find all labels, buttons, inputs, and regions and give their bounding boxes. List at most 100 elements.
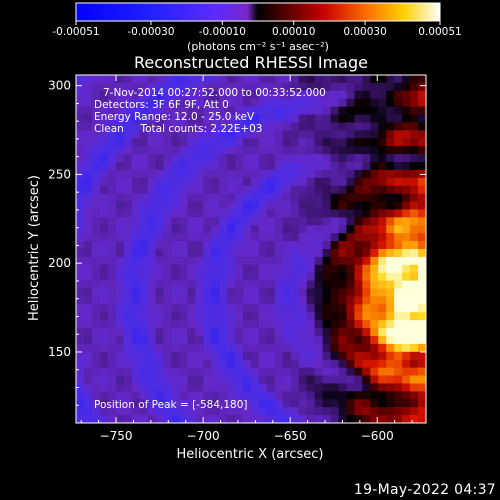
heatmap-cell <box>402 90 411 100</box>
heatmap-cell <box>155 264 164 274</box>
heatmap-cell <box>235 82 244 92</box>
heatmap-cell <box>274 122 284 131</box>
heatmap-cell <box>362 169 371 179</box>
heatmap-cell <box>235 138 244 147</box>
heatmap-cell <box>131 233 141 242</box>
heatmap-cell <box>418 280 426 289</box>
heatmap-cell <box>322 304 331 313</box>
heatmap-cell <box>258 201 268 210</box>
heatmap-cell <box>195 351 204 361</box>
heatmap-cell <box>211 407 220 416</box>
heatmap-cell <box>76 399 85 408</box>
heatmap-cell <box>76 320 85 329</box>
heatmap-cell <box>354 264 363 274</box>
heatmap-cell <box>211 320 220 329</box>
heatmap-cell <box>139 367 148 376</box>
heatmap-cell <box>322 399 331 408</box>
heatmap-cell <box>227 169 236 179</box>
heatmap-cell <box>227 367 236 376</box>
heatmap-cell <box>306 343 316 353</box>
heatmap-cell <box>99 130 109 139</box>
heatmap-cell <box>99 367 109 376</box>
heatmap-cell <box>131 185 141 195</box>
heatmap-cell <box>298 82 308 92</box>
heatmap-cell <box>418 154 426 163</box>
heatmap-cell <box>171 146 180 155</box>
heatmap-cell <box>139 193 148 202</box>
heatmap-cell <box>91 201 101 210</box>
heatmap-cell <box>203 114 212 123</box>
heatmap-cell <box>330 162 339 171</box>
heatmap-cell <box>378 114 387 123</box>
colorbar-tick-label: -0.00030 <box>127 26 174 38</box>
heatmap-cell <box>362 106 371 115</box>
heatmap-cell <box>306 217 316 226</box>
heatmap-cell <box>338 241 347 250</box>
heatmap-cell <box>338 256 347 266</box>
heatmap-cell <box>211 249 220 258</box>
heatmap-cell <box>274 75 284 84</box>
heatmap-cell <box>219 304 228 313</box>
y-tick-label: 150 <box>48 345 71 359</box>
heatmap-cell <box>290 122 300 131</box>
heatmap-cell <box>338 320 347 329</box>
heatmap-cell <box>251 98 260 108</box>
heatmap-cell <box>187 169 196 179</box>
heatmap-cell <box>386 383 395 392</box>
heatmap-cell <box>402 106 411 115</box>
annotation-energy: Energy Range: 12.0 - 25.0 keV <box>94 111 255 123</box>
heatmap-cell <box>91 217 101 226</box>
heatmap-cell <box>131 169 141 179</box>
heatmap-cell <box>115 391 125 400</box>
heatmap-cell <box>99 154 109 163</box>
heatmap-cell <box>123 233 133 242</box>
heatmap-cell <box>131 82 141 92</box>
heatmap-cell <box>155 288 164 297</box>
heatmap-cell <box>203 233 212 242</box>
heatmap-cell <box>139 304 148 313</box>
heatmap-cell <box>282 162 292 171</box>
heatmap-cell <box>274 90 284 100</box>
heatmap-cell <box>99 336 109 345</box>
heatmap-cell <box>258 399 268 408</box>
heatmap-cell <box>354 351 363 361</box>
colorbar-tick-label: 0.00010 <box>272 26 315 38</box>
heatmap-cell <box>322 272 331 282</box>
heatmap-cell <box>76 82 85 92</box>
heatmap-cell <box>338 407 347 416</box>
heatmap-cell <box>76 185 85 195</box>
heatmap-cell <box>298 90 308 100</box>
heatmap-cell <box>147 217 156 226</box>
heatmap-cell <box>330 249 339 258</box>
heatmap-cell <box>155 225 164 234</box>
heatmap-cell <box>378 241 387 250</box>
heatmap-cell <box>219 138 228 147</box>
heatmap-cell <box>171 249 180 258</box>
heatmap-cell <box>195 399 204 408</box>
heatmap-cell <box>243 201 252 210</box>
heatmap-cell <box>282 169 292 179</box>
heatmap-cell <box>76 209 85 218</box>
heatmap-cell <box>378 138 387 147</box>
heatmap-cell <box>258 114 268 123</box>
heatmap-cell <box>107 407 117 416</box>
heatmap-cell <box>83 288 93 297</box>
heatmap-cell <box>99 114 109 123</box>
heatmap-cell <box>258 272 268 282</box>
heatmap-cell <box>219 106 228 115</box>
heatmap-cell <box>227 193 236 202</box>
heatmap-cell <box>131 225 141 234</box>
heatmap-cell <box>314 241 323 250</box>
heatmap-cell <box>235 272 244 282</box>
heatmap-cell <box>282 130 292 139</box>
heatmap-cell <box>211 296 220 305</box>
heatmap-cell <box>314 375 323 384</box>
heatmap-cell <box>282 320 292 329</box>
heatmap-cell <box>258 415 268 423</box>
heatmap-cell <box>394 256 403 266</box>
heatmap-cell <box>91 312 101 321</box>
heatmap-cell <box>346 217 355 226</box>
heatmap-cell <box>418 90 426 100</box>
heatmap-cell <box>211 169 220 179</box>
heatmap-cell <box>402 407 411 416</box>
